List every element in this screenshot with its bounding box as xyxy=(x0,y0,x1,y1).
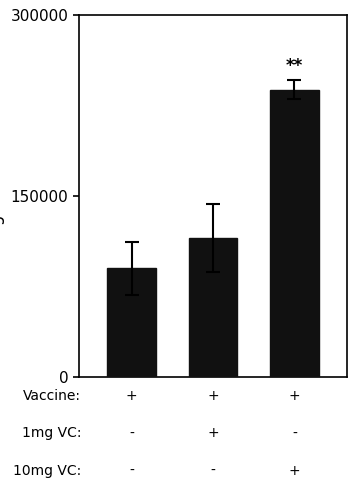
Text: 10mg VC:: 10mg VC: xyxy=(13,464,81,478)
Y-axis label: IgG titer: IgG titer xyxy=(0,162,5,230)
Text: -: - xyxy=(129,426,134,440)
Text: -: - xyxy=(292,426,297,440)
Text: +: + xyxy=(289,389,300,403)
Text: -: - xyxy=(211,464,216,478)
Bar xyxy=(189,238,237,377)
Text: +: + xyxy=(207,389,219,403)
Text: -: - xyxy=(129,464,134,478)
Text: 1mg VC:: 1mg VC: xyxy=(22,426,81,440)
Text: +: + xyxy=(289,464,300,478)
Text: +: + xyxy=(207,426,219,440)
Text: **: ** xyxy=(286,58,303,76)
Text: +: + xyxy=(126,389,137,403)
Bar xyxy=(107,268,156,377)
Bar xyxy=(270,90,319,377)
Text: Vaccine:: Vaccine: xyxy=(23,389,81,403)
